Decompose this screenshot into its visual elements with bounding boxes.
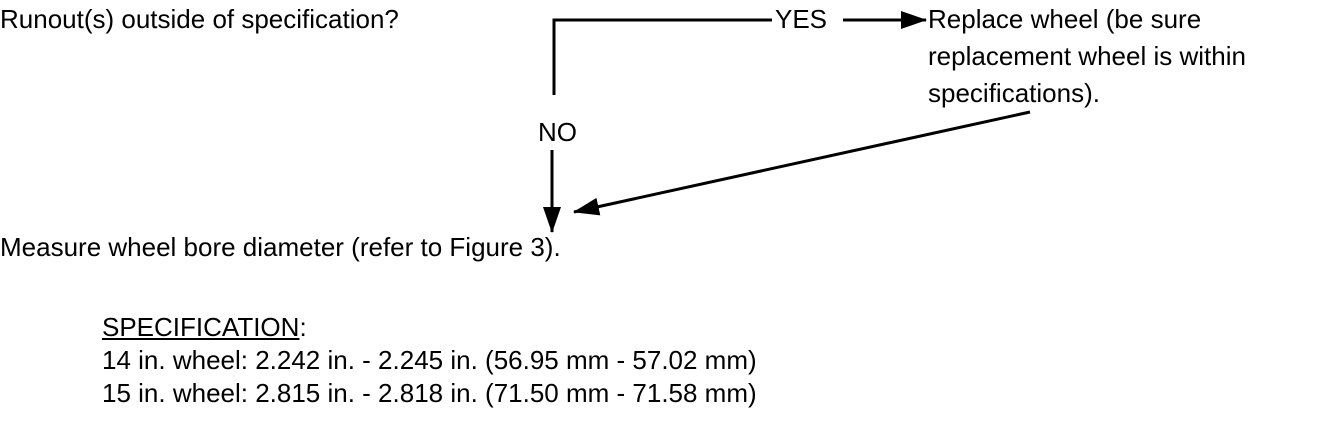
yes-action-line: Replace wheel (be sure bbox=[928, 4, 1202, 34]
specification-colon: : bbox=[299, 312, 307, 342]
yes-action-line: specifications). bbox=[928, 78, 1100, 108]
question-text: Runout(s) outside of specification? bbox=[0, 4, 399, 34]
specification-row: 15 in. wheel: 2.815 in. - 2.818 in. (71.… bbox=[102, 378, 757, 408]
return-arrow bbox=[573, 110, 1031, 216]
yes-action-line: replacement wheel is within bbox=[928, 41, 1246, 71]
next-step-text: Measure wheel bore diameter (refer to Fi… bbox=[0, 232, 561, 262]
specification-heading-label: SPECIFICATION bbox=[102, 312, 300, 342]
specification-heading: SPECIFICATION: bbox=[102, 312, 307, 342]
yes-label: YES bbox=[775, 4, 828, 34]
yes-no-branch-line bbox=[552, 18, 772, 95]
specification-row: 14 in. wheel: 2.242 in. - 2.245 in. (56.… bbox=[102, 345, 757, 375]
no-label: NO bbox=[538, 117, 577, 147]
